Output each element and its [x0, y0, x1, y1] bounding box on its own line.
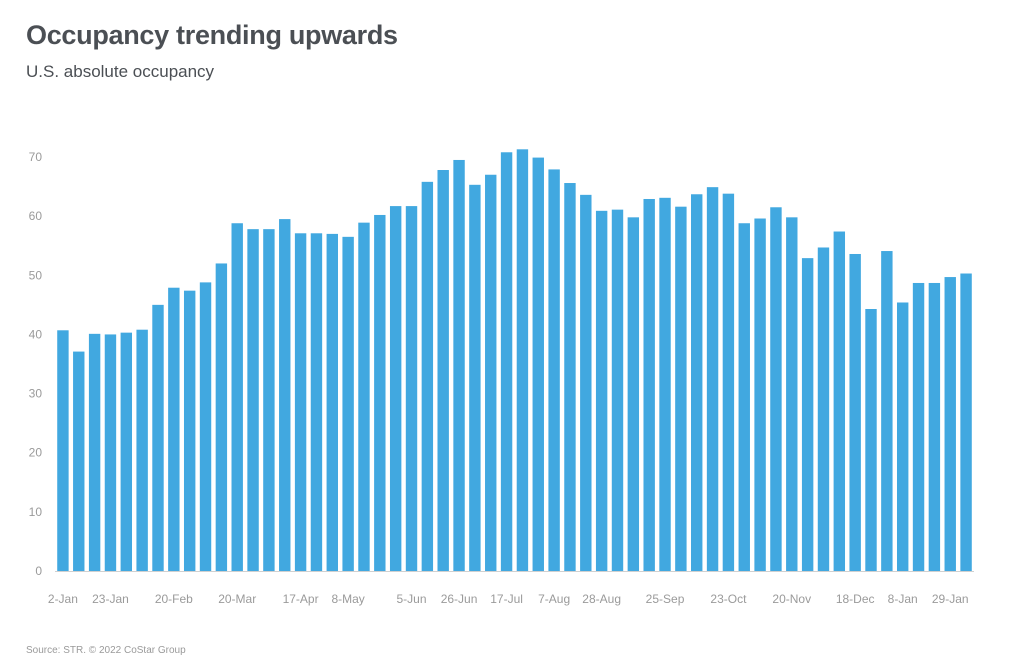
bar: [104, 334, 117, 571]
bar: [722, 193, 735, 572]
x-tick-label: 20-Nov: [772, 592, 811, 606]
y-tick-label: 70: [29, 150, 43, 164]
bar: [627, 217, 640, 571]
x-tick-label: 17-Jul: [490, 592, 523, 606]
bar: [896, 302, 909, 571]
bar: [136, 329, 148, 571]
bar: [405, 206, 418, 571]
bar: [595, 210, 608, 571]
bar: [786, 217, 798, 571]
bar: [643, 198, 655, 572]
y-tick-label: 40: [29, 327, 43, 341]
y-tick-label: 20: [29, 446, 43, 460]
x-tick-label: 29-Jan: [932, 592, 969, 606]
x-tick-label: 7-Aug: [538, 592, 570, 606]
bar: [469, 184, 481, 572]
bar: [199, 282, 212, 571]
x-tick-label: 28-Aug: [582, 592, 621, 606]
bar: [516, 149, 529, 571]
y-tick-label: 30: [29, 387, 43, 401]
bar: [865, 309, 877, 571]
bar: [342, 236, 354, 571]
bar: [912, 282, 925, 571]
bar: [231, 223, 243, 572]
bar: [437, 170, 449, 571]
bar: [183, 290, 196, 571]
y-tick-label: 60: [29, 209, 43, 223]
x-tick-label: 25-Sep: [646, 592, 685, 606]
x-tick-label: 8-May: [331, 592, 364, 606]
y-tick-label: 0: [35, 564, 42, 578]
bar: [675, 206, 687, 571]
bar: [706, 187, 719, 571]
y-axis: 0 10 20 30 40 50 60 70: [29, 150, 43, 578]
x-tick-label: 2-Jan: [48, 592, 78, 606]
bar: [960, 273, 972, 571]
bar: [770, 207, 782, 571]
bar: [374, 214, 386, 571]
x-tick-label: 20-Feb: [155, 592, 193, 606]
bar: [611, 209, 624, 571]
bar: [57, 330, 69, 571]
chart-title: Occupancy trending upwards: [26, 20, 398, 50]
source-note: Source: STR. © 2022 CoStar Group: [26, 645, 186, 656]
bar: [152, 304, 164, 571]
bar: [389, 206, 402, 571]
bar: [564, 183, 576, 571]
bar: [279, 219, 291, 571]
x-tick-label: 5-Jun: [396, 592, 426, 606]
bar: [263, 229, 275, 571]
x-tick-label: 26-Jun: [441, 592, 478, 606]
bar: [247, 229, 259, 571]
x-tick-label: 17-Apr: [283, 592, 319, 606]
bar: [548, 169, 560, 572]
bar: [580, 194, 592, 571]
x-axis: 2-Jan 23-Jan 20-Feb 20-Mar 17-Apr 8-May 5-Jun 2…: [48, 571, 974, 606]
bar: [310, 233, 323, 572]
bar: [833, 231, 846, 571]
bar: [168, 287, 180, 571]
bar: [215, 263, 228, 571]
bar: [532, 157, 544, 571]
bar: [120, 332, 133, 571]
bar: [326, 233, 338, 571]
x-tick-label: 20-Mar: [218, 592, 256, 606]
x-tick-label: 23-Oct: [710, 592, 747, 606]
y-tick-label: 50: [29, 268, 43, 282]
bar: [500, 152, 513, 571]
bar: [944, 277, 956, 571]
x-tick-label: 18-Dec: [836, 592, 875, 606]
bar: [485, 174, 497, 572]
bar: [881, 251, 893, 572]
bar: [801, 258, 814, 571]
bar: [659, 197, 671, 571]
bar: [849, 253, 861, 572]
x-tick-label: 8-Jan: [888, 592, 918, 606]
bar: [294, 233, 307, 572]
chart-subtitle: U.S. absolute occupancy: [26, 62, 215, 81]
bar: [928, 282, 941, 571]
y-tick-label: 10: [29, 505, 43, 519]
bar: [738, 223, 750, 572]
bar: [358, 222, 370, 571]
x-tick-label: 23-Jan: [92, 592, 129, 606]
bar: [73, 351, 85, 571]
bar: [754, 218, 766, 571]
bar: [88, 333, 101, 571]
bar: [691, 194, 703, 571]
bar: [817, 247, 830, 572]
bar-series: [57, 149, 972, 572]
bar: [453, 159, 465, 571]
bar: [421, 181, 434, 571]
